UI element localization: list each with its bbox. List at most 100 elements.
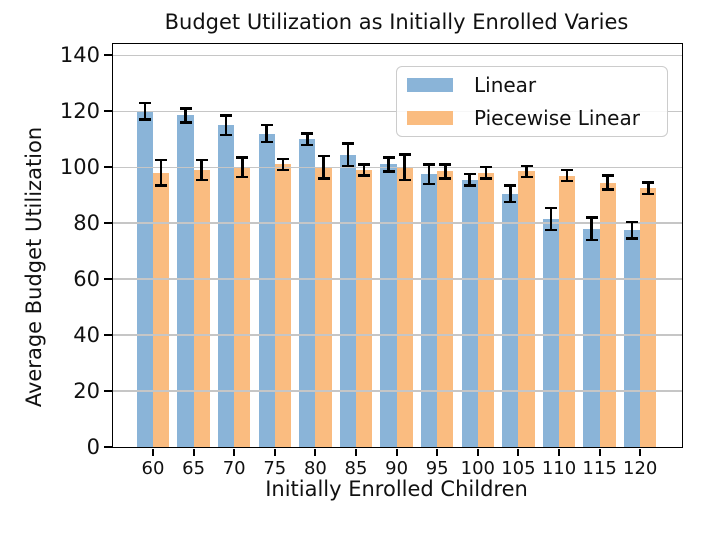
y-tick-mark-40	[104, 334, 112, 337]
y-tick-label-120: 120	[59, 99, 100, 124]
error-cap-top-linear-60	[138, 101, 151, 104]
y-tick-mark-140	[104, 54, 112, 57]
error-cap-top-piecewise-linear-60	[155, 158, 168, 162]
error-cap-bottom-linear-70	[220, 133, 233, 137]
error-bar-linear-100	[468, 174, 471, 186]
x-axis-label: Initially Enrolled Children	[265, 477, 528, 501]
error-cap-bottom-linear-115	[585, 238, 598, 242]
gridline-60	[113, 278, 682, 280]
error-cap-top-linear-90	[382, 156, 395, 159]
error-bar-piecewise-linear-110	[565, 169, 569, 182]
bar-piecewise-linear-120	[640, 188, 657, 447]
bar-piecewise-linear-80	[315, 167, 332, 447]
error-bar-linear-115	[590, 217, 593, 240]
bar-linear-110	[542, 218, 559, 447]
x-tick-mark-105	[517, 448, 520, 456]
error-cap-bottom-linear-100	[463, 184, 476, 187]
error-cap-bottom-piecewise-linear-80	[317, 177, 330, 180]
error-cap-top-piecewise-linear-100	[479, 165, 492, 169]
x-tick-label-60: 60	[141, 458, 165, 479]
error-cap-top-linear-75	[260, 123, 273, 127]
error-cap-bottom-piecewise-linear-115	[601, 188, 614, 191]
error-cap-top-piecewise-linear-85	[358, 163, 371, 166]
error-cap-bottom-linear-105	[504, 200, 517, 204]
legend-item-piecewise-linear: Piecewise Linear	[407, 104, 657, 132]
y-tick-mark-100	[104, 166, 112, 169]
error-cap-top-piecewise-linear-120	[642, 181, 655, 184]
error-cap-bottom-linear-75	[260, 140, 273, 144]
gridline-20	[113, 390, 682, 392]
bar-piecewise-linear-70	[234, 167, 251, 447]
error-bar-piecewise-linear-70	[241, 157, 244, 177]
error-bar-piecewise-linear-120	[647, 182, 650, 194]
bar-linear-65	[177, 115, 194, 447]
y-tick-label-80: 80	[73, 211, 100, 236]
x-tick-label-85: 85	[344, 458, 368, 479]
error-cap-bottom-piecewise-linear-65	[195, 178, 208, 181]
error-cap-top-piecewise-linear-80	[317, 154, 330, 158]
error-bar-piecewise-linear-90	[403, 154, 406, 180]
error-cap-bottom-piecewise-linear-90	[398, 178, 411, 181]
x-tick-mark-95	[436, 448, 439, 456]
y-tick-label-100: 100	[59, 155, 100, 180]
bar-piecewise-linear-75	[274, 164, 291, 447]
x-tick-mark-90	[395, 448, 398, 456]
error-bar-linear-120	[630, 221, 634, 239]
error-cap-bottom-linear-85	[341, 164, 354, 167]
error-cap-top-linear-80	[301, 132, 314, 135]
x-tick-mark-110	[558, 448, 560, 456]
bar-linear-95	[421, 174, 438, 447]
x-tick-label-110: 110	[541, 458, 577, 479]
gridline-100	[113, 166, 682, 168]
x-tick-mark-75	[273, 448, 276, 456]
bar-piecewise-linear-65	[193, 169, 210, 447]
bar-piecewise-linear-60	[153, 172, 170, 447]
error-bar-linear-90	[387, 157, 390, 172]
error-cap-top-linear-100	[463, 172, 476, 176]
error-cap-bottom-piecewise-linear-100	[479, 177, 492, 180]
error-cap-top-piecewise-linear-95	[439, 163, 452, 166]
error-bar-piecewise-linear-95	[444, 164, 447, 179]
error-cap-bottom-linear-60	[138, 118, 151, 121]
x-tick-label-115: 115	[582, 458, 617, 479]
bar-piecewise-linear-100	[477, 172, 494, 447]
error-bar-piecewise-linear-60	[159, 160, 163, 186]
error-bar-linear-80	[306, 133, 309, 145]
x-tick-mark-85	[355, 448, 357, 456]
chart-title: Budget Utilization as Initially Enrolled…	[164, 10, 629, 34]
gridline-80	[113, 222, 682, 224]
x-tick-label-70: 70	[222, 458, 246, 479]
error-cap-top-linear-110	[544, 206, 557, 209]
error-cap-bottom-linear-95	[423, 182, 436, 186]
error-cap-bottom-piecewise-linear-110	[561, 179, 574, 183]
y-tick-mark-60	[104, 278, 112, 281]
error-cap-top-linear-65	[179, 107, 192, 110]
legend-item-linear: Linear	[407, 71, 657, 99]
error-cap-bottom-piecewise-linear-95	[439, 177, 452, 180]
x-tick-mark-100	[476, 448, 479, 456]
legend-swatch-piecewise-linear	[407, 110, 453, 126]
error-cap-top-linear-115	[585, 216, 598, 219]
bar-piecewise-linear-95	[437, 171, 454, 447]
error-bar-linear-65	[184, 108, 187, 123]
x-tick-mark-80	[314, 448, 317, 456]
y-tick-label-60: 60	[73, 267, 100, 292]
error-cap-bottom-piecewise-linear-70	[236, 175, 249, 179]
y-tick-label-40: 40	[73, 323, 100, 348]
error-cap-top-linear-85	[341, 142, 354, 145]
bar-linear-90	[380, 164, 397, 447]
bar-piecewise-linear-110	[559, 175, 576, 447]
error-cap-bottom-piecewise-linear-75	[276, 168, 289, 172]
error-cap-top-linear-105	[504, 184, 517, 187]
x-tick-label-90: 90	[385, 458, 409, 479]
error-cap-top-linear-70	[220, 114, 233, 117]
error-bar-linear-75	[265, 125, 268, 142]
error-cap-top-piecewise-linear-110	[561, 168, 574, 172]
bar-piecewise-linear-115	[599, 182, 616, 447]
y-tick-label-0: 0	[86, 435, 100, 459]
error-cap-bottom-linear-90	[382, 170, 395, 173]
x-tick-label-65: 65	[182, 458, 206, 479]
error-bar-linear-95	[427, 164, 431, 184]
error-cap-bottom-linear-110	[544, 228, 557, 232]
error-bar-linear-60	[143, 102, 147, 120]
